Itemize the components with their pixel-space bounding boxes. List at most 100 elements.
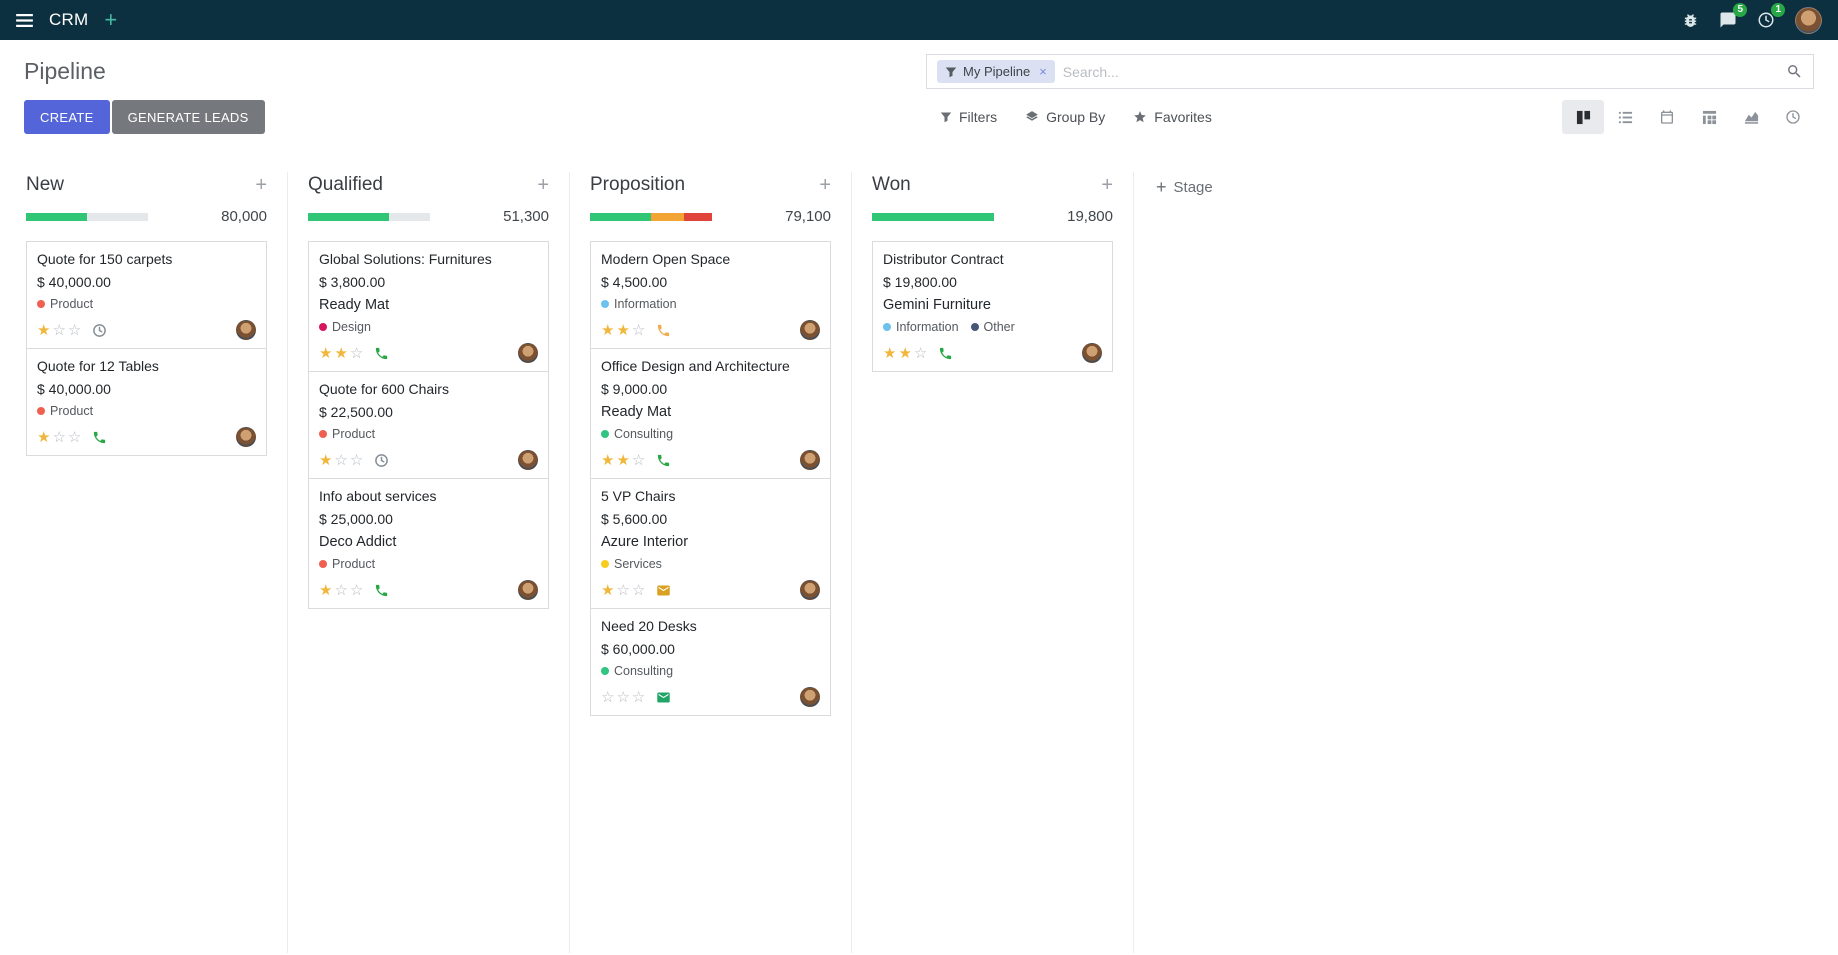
avatar[interactable]	[236, 427, 256, 447]
page-title: Pipeline	[24, 58, 106, 84]
search-bar[interactable]: My Pipeline ×	[926, 54, 1814, 89]
tag-label: Information	[614, 297, 677, 311]
kanban-card[interactable]: 5 VP Chairs $ 5,600.00 Azure Interior Se…	[590, 478, 831, 609]
card-title: Distributor Contract	[883, 251, 1004, 267]
search-icon[interactable]	[1786, 63, 1803, 80]
avatar[interactable]	[518, 343, 538, 363]
activities-clock-icon[interactable]: 1	[1757, 3, 1785, 29]
column-add-icon[interactable]: +	[819, 174, 831, 196]
kanban-card[interactable]: Modern Open Space $ 4,500.00 Information…	[590, 241, 831, 349]
avatar[interactable]	[800, 450, 820, 470]
progress-bar[interactable]	[26, 212, 148, 221]
phone-icon[interactable]	[92, 430, 107, 445]
calendar-view-icon[interactable]	[1646, 100, 1688, 134]
messages-icon[interactable]: 5	[1719, 3, 1747, 29]
avatar[interactable]	[1082, 343, 1102, 363]
priority-stars[interactable]: ★☆☆	[601, 583, 647, 598]
stars-filled: ★	[319, 451, 335, 469]
avatar[interactable]	[800, 580, 820, 600]
apps-menu-icon[interactable]	[16, 13, 33, 27]
tag: Product	[319, 427, 375, 441]
filters-button[interactable]: Filters	[926, 100, 1011, 134]
phone-icon[interactable]	[938, 346, 953, 361]
search-input[interactable]	[1062, 63, 1778, 80]
column-add-icon[interactable]: +	[255, 174, 267, 196]
tag: Product	[37, 297, 93, 311]
add-stage-button[interactable]: + Stage	[1156, 174, 1213, 200]
activity-view-icon[interactable]	[1772, 100, 1814, 134]
column-title: Proposition	[590, 174, 686, 195]
priority-stars[interactable]: ☆☆☆	[601, 690, 647, 705]
column-title: New	[26, 174, 65, 195]
user-avatar[interactable]	[1795, 6, 1822, 34]
phone-icon[interactable]	[374, 346, 389, 361]
stars-filled: ★★	[601, 321, 632, 339]
card-tags: Product	[319, 427, 538, 441]
kanban-card[interactable]: Info about services $ 25,000.00 Deco Add…	[308, 478, 549, 609]
debug-bug-icon[interactable]	[1682, 12, 1699, 29]
app-name[interactable]: CRM	[49, 10, 89, 29]
kanban-card[interactable]: Office Design and Architecture $ 9,000.0…	[590, 348, 831, 479]
kanban-card[interactable]: Global Solutions: Furnitures $ 3,800.00 …	[308, 241, 549, 372]
tag-label: Product	[332, 557, 376, 571]
card-amount: $ 25,000.00	[319, 511, 393, 527]
column-counter: 51,300	[503, 208, 549, 225]
group-by-button[interactable]: Group By	[1011, 100, 1119, 134]
card-company: Deco Addict	[319, 534, 397, 550]
clock-icon[interactable]	[374, 453, 389, 468]
avatar[interactable]	[800, 320, 820, 340]
priority-stars[interactable]: ★☆☆	[319, 583, 365, 598]
kanban-board: New + 80,000 Quote for 150 carpets $ 40,…	[0, 148, 1838, 953]
priority-stars[interactable]: ★☆☆	[37, 430, 83, 445]
card-title: Quote for 600 Chairs	[319, 381, 449, 397]
favorites-button[interactable]: Favorites	[1119, 100, 1226, 134]
create-button[interactable]: CREATE	[24, 100, 110, 134]
kanban-card[interactable]: Need 20 Desks $ 60,000.00 Consulting ☆☆☆	[590, 608, 831, 716]
progress-bar[interactable]	[872, 212, 994, 221]
clock-icon[interactable]	[92, 323, 107, 338]
tag-color-dot	[37, 407, 45, 415]
column-add-icon[interactable]: +	[537, 174, 549, 196]
pivot-view-icon[interactable]	[1688, 100, 1730, 134]
progress-bar[interactable]	[308, 212, 430, 221]
search-facet[interactable]: My Pipeline ×	[937, 60, 1055, 83]
column-add-icon[interactable]: +	[1101, 174, 1113, 196]
facet-remove-icon[interactable]: ×	[1039, 64, 1047, 79]
avatar[interactable]	[800, 687, 820, 707]
kanban-card[interactable]: Quote for 600 Chairs $ 22,500.00 Product…	[308, 371, 549, 479]
tag-color-dot	[601, 667, 609, 675]
tag-color-dot	[319, 323, 327, 331]
column-title: Won	[872, 174, 911, 195]
priority-stars[interactable]: ★☆☆	[37, 323, 83, 338]
priority-stars[interactable]: ★★☆	[883, 346, 929, 361]
quick-add-icon[interactable]: +	[104, 7, 118, 32]
stars-empty: ☆☆	[616, 581, 648, 599]
card-tags: Information	[601, 297, 820, 311]
generate-leads-button[interactable]: GENERATE LEADS	[111, 100, 265, 134]
phone-icon[interactable]	[374, 583, 389, 598]
envelope-icon[interactable]	[656, 690, 671, 705]
avatar[interactable]	[518, 580, 538, 600]
priority-stars[interactable]: ★★☆	[601, 453, 647, 468]
priority-stars[interactable]: ★★☆	[319, 346, 365, 361]
kanban-card[interactable]: Distributor Contract $ 19,800.00 Gemini …	[872, 241, 1113, 372]
stars-empty: ☆☆☆	[601, 688, 648, 706]
progress-bar[interactable]	[590, 212, 712, 221]
card-amount: $ 40,000.00	[37, 381, 111, 397]
kanban-card[interactable]: Quote for 150 carpets $ 40,000.00 Produc…	[26, 241, 267, 349]
phone-icon[interactable]	[656, 323, 671, 338]
priority-stars[interactable]: ★☆☆	[319, 453, 365, 468]
tag-label: Information	[896, 320, 959, 334]
kanban-card[interactable]: Quote for 12 Tables $ 40,000.00 Product …	[26, 348, 267, 456]
avatar[interactable]	[518, 450, 538, 470]
graph-view-icon[interactable]	[1730, 100, 1772, 134]
avatar[interactable]	[236, 320, 256, 340]
phone-icon[interactable]	[656, 453, 671, 468]
envelope-icon[interactable]	[656, 583, 671, 598]
card-tags: Information Other	[883, 320, 1102, 334]
kanban-view-icon[interactable]	[1562, 100, 1604, 134]
tag: Information	[601, 297, 677, 311]
priority-stars[interactable]: ★★☆	[601, 323, 647, 338]
list-view-icon[interactable]	[1604, 100, 1646, 134]
kanban-column-won: Won + 19,800 Distributor Contract $ 19,8…	[852, 172, 1134, 953]
